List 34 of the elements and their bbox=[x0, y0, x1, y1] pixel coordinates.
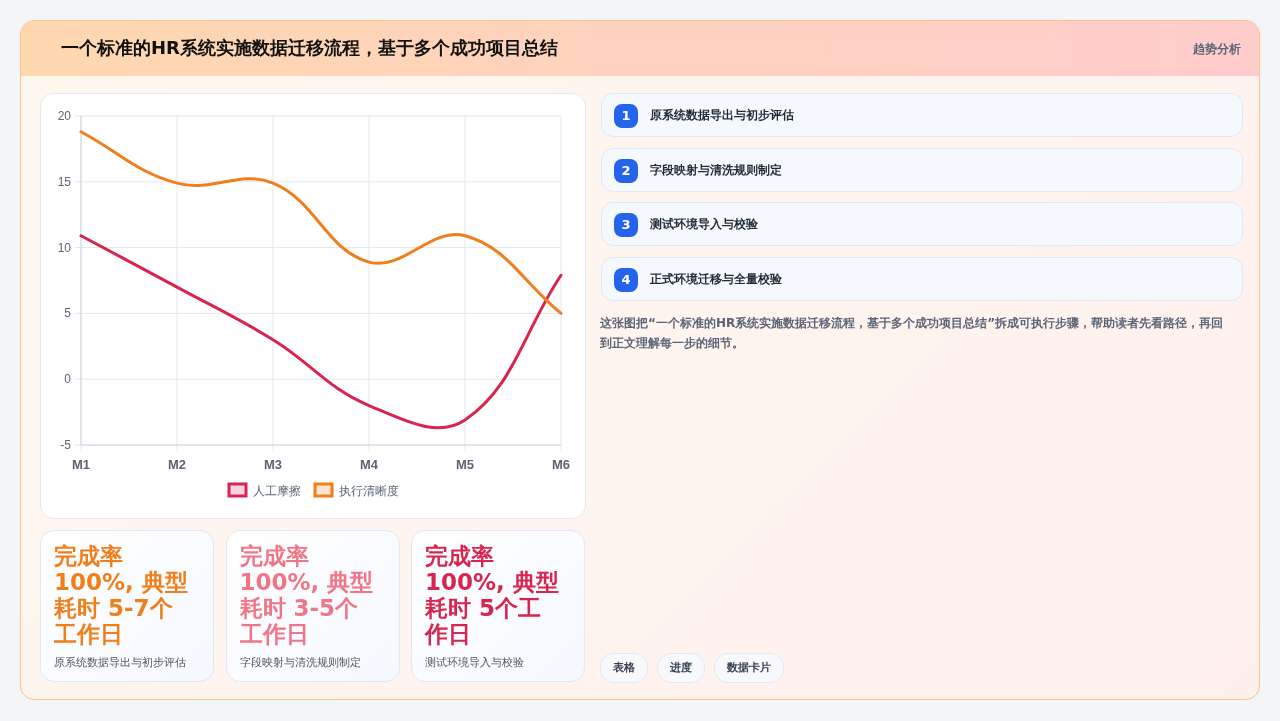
y-tick-label: 15 bbox=[57, 174, 72, 189]
text: 测试环境导入与校验 bbox=[425, 655, 524, 670]
text: 4 bbox=[614, 268, 638, 293]
x-tick-label: M5 bbox=[455, 457, 475, 472]
x-tick-label: M6 bbox=[551, 457, 571, 472]
text: 表格 bbox=[600, 653, 648, 683]
text: 数据卡片 bbox=[714, 653, 784, 683]
text: 一个标准的HR系统实施数据迁移流程，基于多个成功项目总结 bbox=[61, 36, 558, 60]
text: 这张图把“一个标准的HR系统实施数据迁移流程，基于多个成功项目总结”拆成可执行步骤，帮助读者先看路径，再回到正文理解每一步的细节。 bbox=[600, 315, 1225, 352]
text: 正式环境迁移与全量校验 bbox=[650, 271, 782, 289]
text: 完成率 100%, 典型耗时 3-5个工作日 bbox=[239, 543, 375, 647]
text: 字段映射与清洗规则制定 bbox=[239, 655, 361, 670]
text: 完成率 100%, 典型耗时 5-7个工作日 bbox=[54, 543, 189, 647]
text: 3 bbox=[614, 213, 638, 238]
text: 原系统数据导出与初步评估 bbox=[54, 655, 186, 670]
x-tick-label: M4 bbox=[359, 457, 379, 472]
text: 原系统数据导出与初步评估 bbox=[650, 107, 794, 124]
text: 字段映射与清洗规则制定 bbox=[650, 161, 782, 179]
legend-label: 执行清晰度 bbox=[339, 484, 399, 498]
x-tick-label: M1 bbox=[71, 457, 91, 472]
text: 完成率 100%, 典型耗时 5个工作日 bbox=[425, 543, 560, 647]
y-tick-label: 5 bbox=[64, 306, 72, 321]
y-tick-label: 20 bbox=[57, 109, 72, 123]
x-tick-label: M3 bbox=[263, 457, 283, 472]
text: 1 bbox=[614, 104, 638, 128]
x-tick-label: M2 bbox=[167, 457, 187, 472]
y-tick-label: -5 bbox=[60, 438, 72, 452]
text: 2 bbox=[614, 158, 638, 183]
legend-label: 人工摩擦 bbox=[253, 484, 301, 498]
y-tick-label: 0 bbox=[64, 372, 72, 387]
text: 测试环境导入与校验 bbox=[650, 216, 758, 234]
text: 进度 bbox=[657, 653, 705, 683]
text: 趋势分析 bbox=[1193, 41, 1241, 58]
y-tick-label: 10 bbox=[57, 240, 72, 255]
